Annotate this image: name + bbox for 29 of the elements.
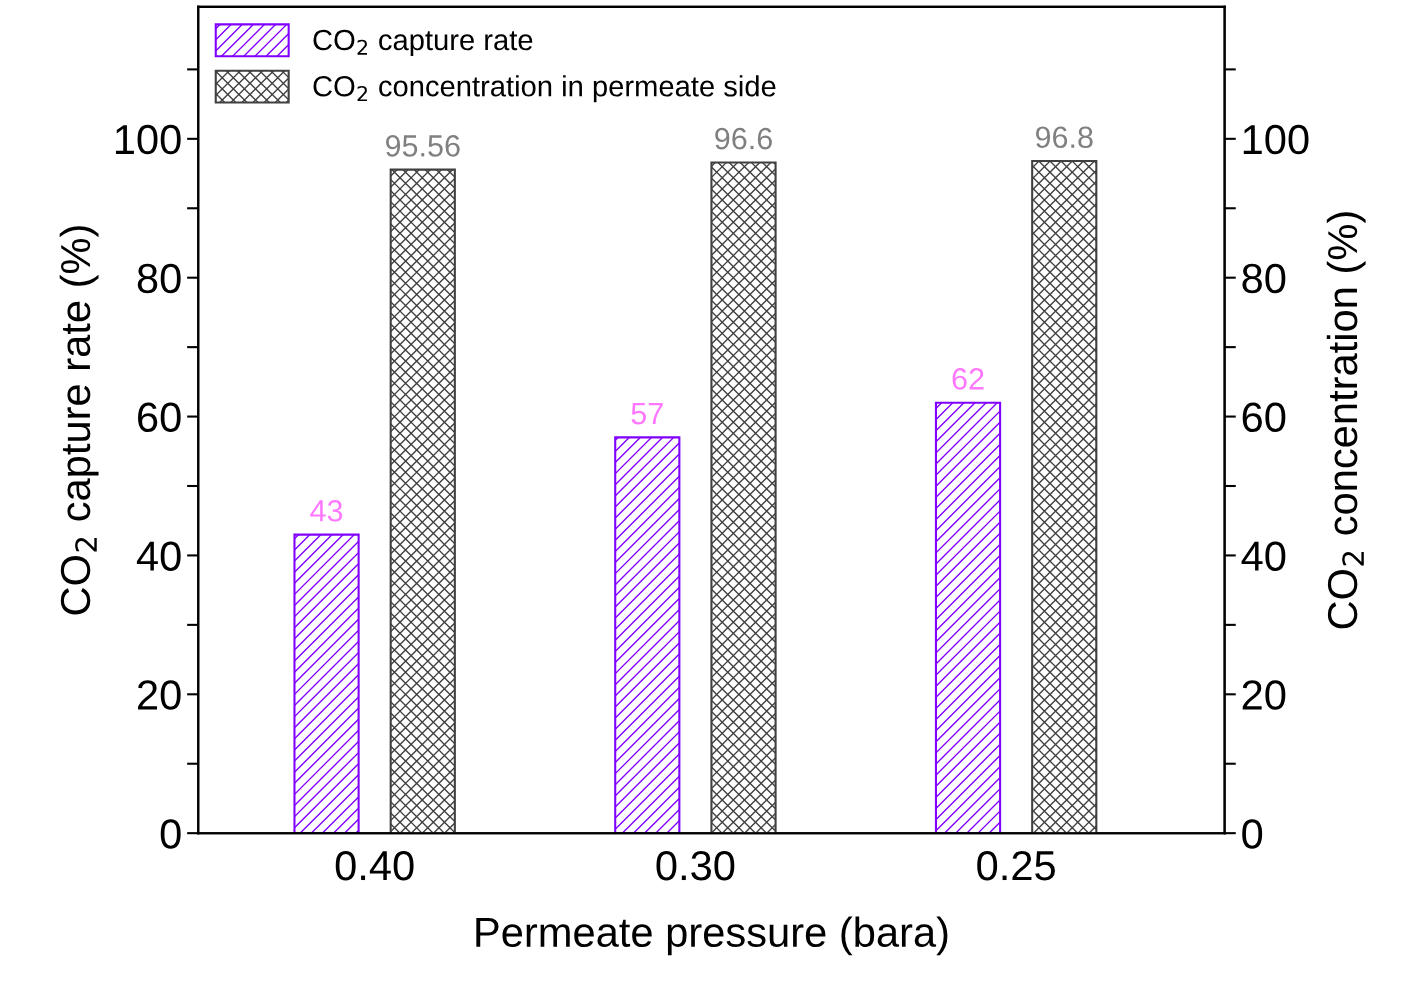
data-label: 62: [952, 368, 984, 390]
y-tick-label: 20: [138, 680, 181, 710]
y2-tick-label: 40: [1241, 541, 1286, 571]
y2-tick-label: 60: [1242, 402, 1286, 433]
data-label: 43: [310, 499, 343, 522]
y-tick-label: 100: [115, 124, 181, 155]
y-tick-label: 80: [137, 263, 181, 294]
y-tick-label: 0: [160, 819, 181, 849]
y-tick-label: 60: [138, 402, 181, 433]
legend-label: CO$_{2}$ capture rate: [313, 29, 533, 57]
data-label: 95.56: [385, 135, 460, 157]
y-axis-title: CO$_{2}$ capture rate (%): [59, 226, 99, 615]
x-axis-title: Permeate pressure (bara): [476, 916, 948, 956]
y2-tick-label: 80: [1242, 263, 1286, 294]
x-tick-label: 0.25: [977, 850, 1055, 881]
y2-tick-label: 100: [1243, 124, 1309, 155]
x-tick-label: 0.40: [335, 850, 414, 881]
y2-axis-title: CO$_{2}$ concentration (%): [1326, 212, 1366, 629]
legend-label: CO$_{2}$ concentration in permeate side: [313, 75, 776, 103]
y2-tick-label: 20: [1242, 680, 1286, 710]
bar: [293, 533, 360, 834]
data-label: 96.6: [715, 127, 772, 150]
data-label: 96.8: [1035, 126, 1093, 149]
bar: [614, 436, 681, 834]
y-tick-label: 40: [136, 541, 181, 571]
y2-tick-label: 0: [1242, 819, 1263, 849]
bar: [934, 401, 1002, 834]
data-label: 57: [631, 403, 663, 425]
x-tick-label: 0.30: [656, 850, 735, 881]
